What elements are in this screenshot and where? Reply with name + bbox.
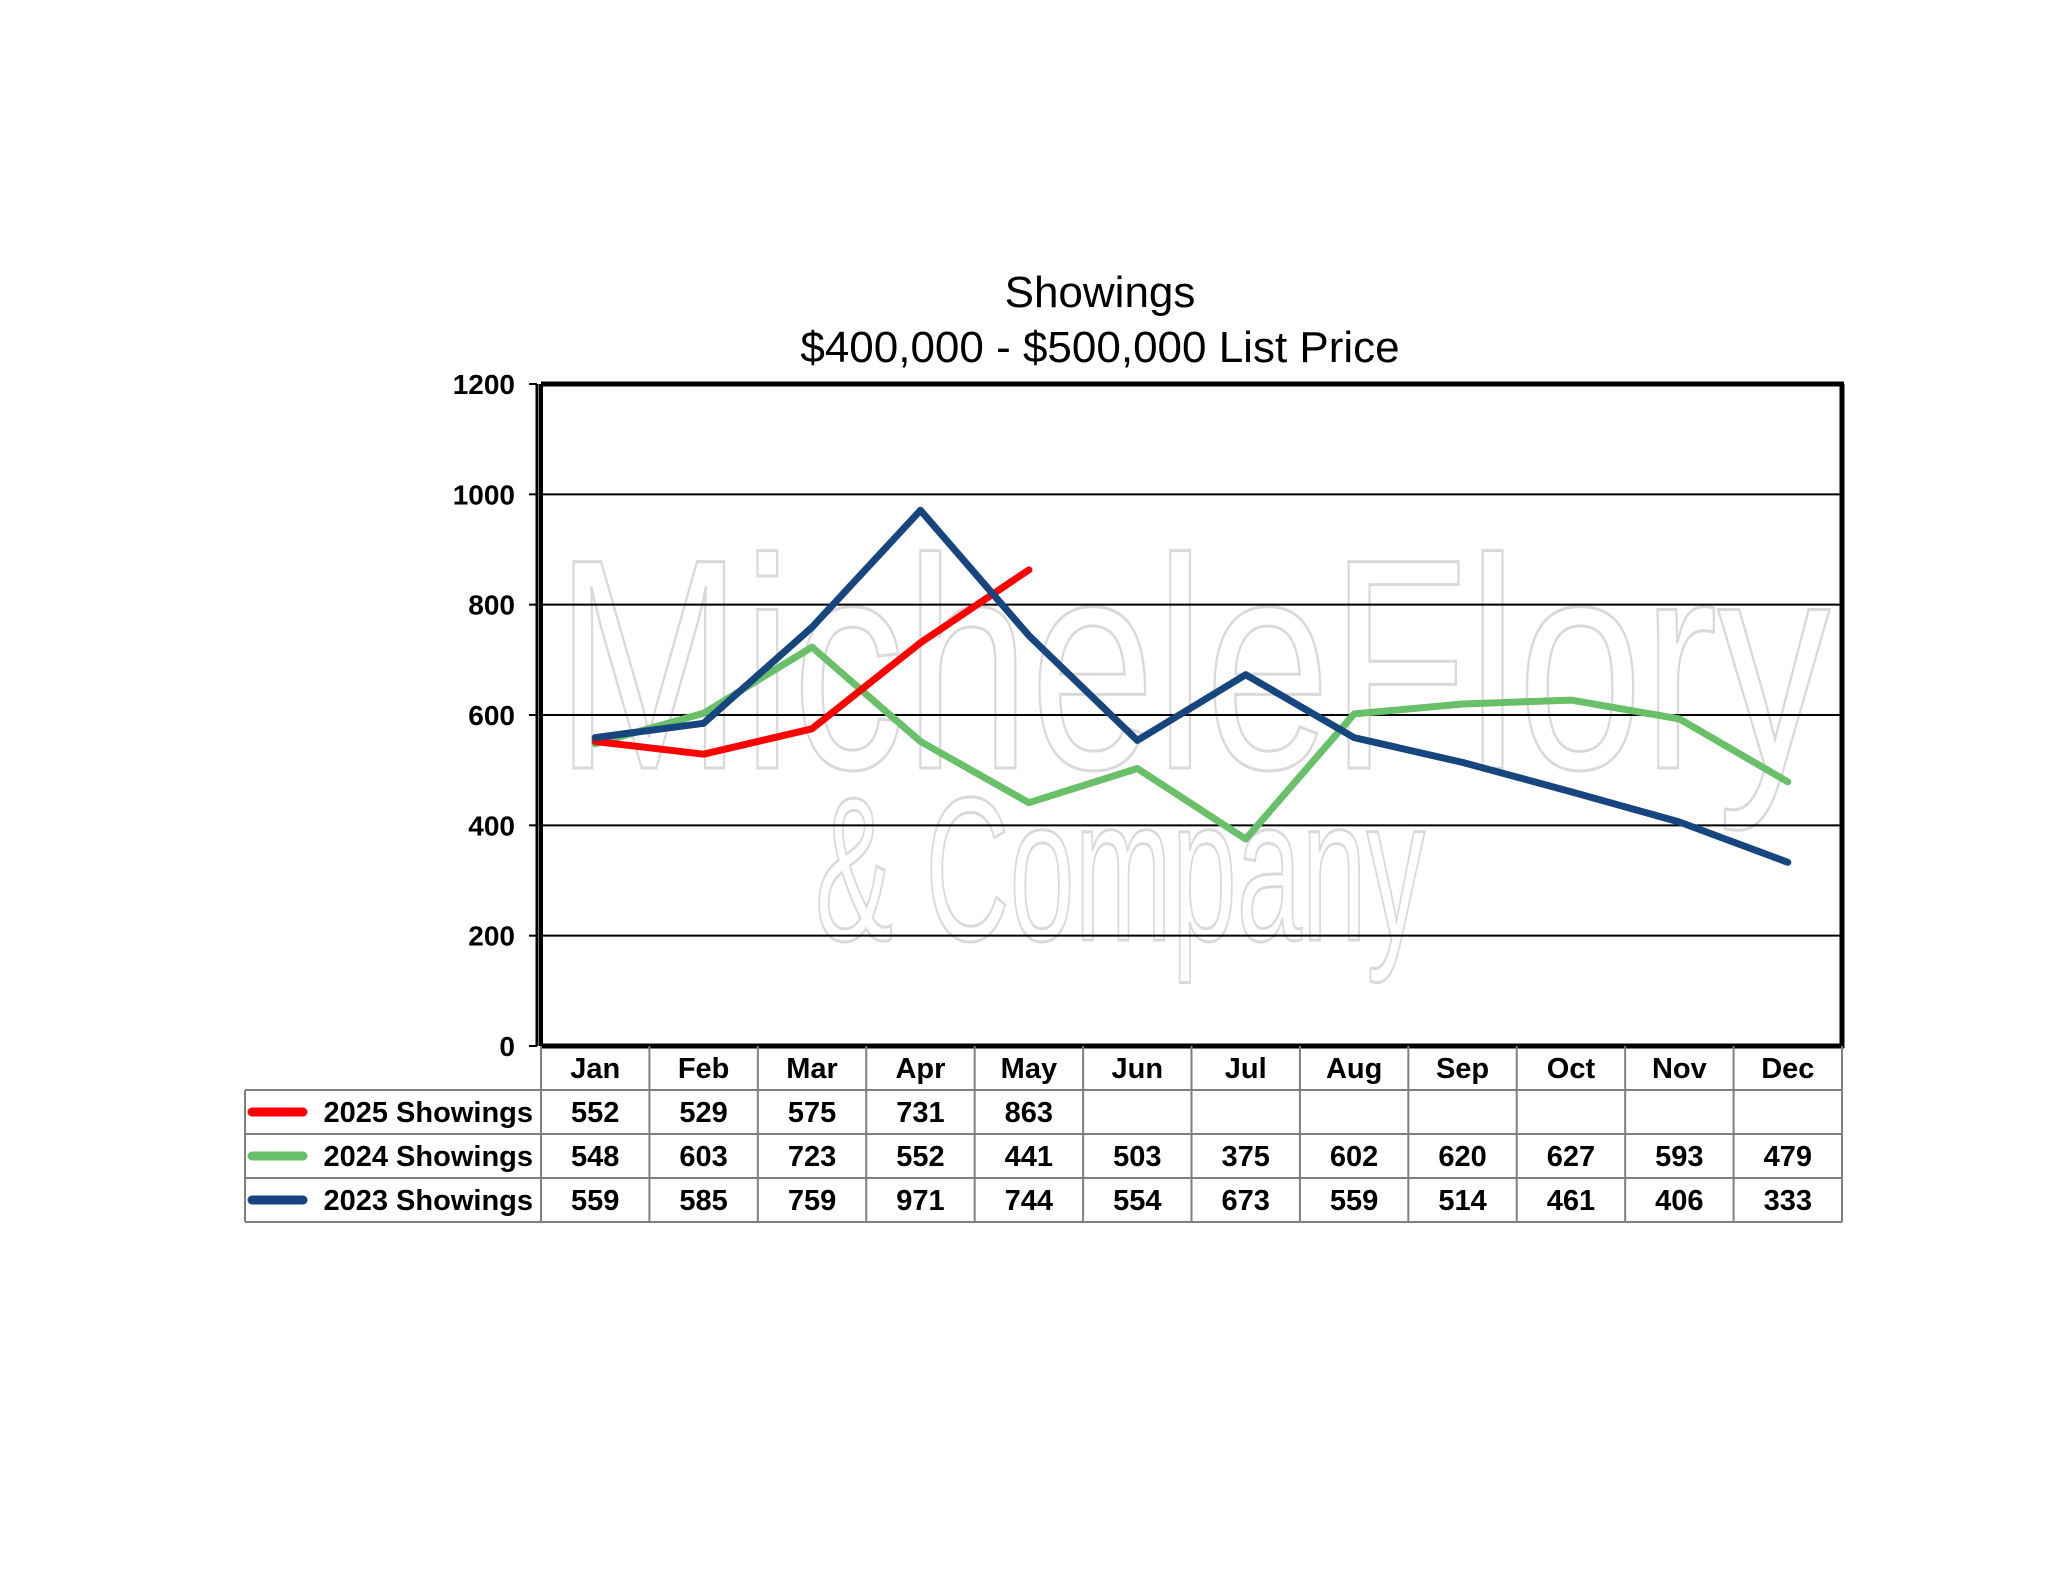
data-label: 575 — [788, 1097, 836, 1129]
data-label: 593 — [1655, 1141, 1703, 1173]
gridlines — [541, 493, 1842, 937]
x-tick-label: Mar — [786, 1053, 838, 1085]
watermark-logo: MicheleFlory& Company — [554, 495, 1832, 986]
y-tick-label: 1000 — [453, 479, 515, 510]
data-table: Jan Feb Mar Apr May Jun Jul Aug Sep Oct Nov Dec 2025… — [244, 1046, 1843, 1223]
x-tick-label: Jul — [1225, 1053, 1267, 1085]
data-label: 673 — [1222, 1185, 1270, 1217]
data-label: 620 — [1438, 1141, 1486, 1173]
data-label: 552 — [896, 1141, 944, 1173]
x-tick-label: Feb — [678, 1053, 730, 1085]
series-line-2023 — [591, 506, 1792, 866]
x-tick-label: Aug — [1326, 1053, 1382, 1085]
data-label: 759 — [788, 1185, 836, 1217]
data-label: 971 — [896, 1185, 944, 1217]
data-label: 559 — [571, 1185, 619, 1217]
data-label: 479 — [1764, 1141, 1812, 1173]
data-label: 554 — [1113, 1185, 1161, 1217]
data-label: 723 — [788, 1141, 836, 1173]
data-label: 603 — [679, 1141, 727, 1173]
x-tick-label: Jan — [570, 1053, 620, 1085]
x-tick-label: Jun — [1112, 1053, 1164, 1085]
data-label: 503 — [1113, 1141, 1161, 1173]
data-label: 863 — [1005, 1097, 1053, 1129]
x-tick-label: Sep — [1436, 1053, 1489, 1085]
y-tick-label: 0 — [499, 1031, 515, 1062]
data-label: 602 — [1330, 1141, 1378, 1173]
series-line-2024 — [591, 643, 1792, 843]
data-label: 627 — [1547, 1141, 1595, 1173]
series-line-2025 — [591, 566, 1033, 758]
data-label: 514 — [1438, 1185, 1486, 1217]
x-tick-label: Oct — [1547, 1053, 1596, 1085]
x-tick-label: Apr — [895, 1053, 945, 1085]
data-label: 333 — [1764, 1185, 1812, 1217]
y-tick-label: 600 — [468, 700, 515, 731]
data-label: 552 — [571, 1097, 619, 1129]
watermark-line-2: & Company — [815, 755, 1425, 984]
data-label: 529 — [679, 1097, 727, 1129]
data-label: 375 — [1222, 1141, 1270, 1173]
y-tick-label: 400 — [468, 810, 515, 841]
x-tick-label: Nov — [1652, 1053, 1707, 1085]
data-label: 441 — [1005, 1141, 1053, 1173]
data-label: 406 — [1655, 1185, 1703, 1217]
data-label: 744 — [1005, 1185, 1053, 1217]
chart-subtitle: $400,000 - $500,000 List Price — [800, 323, 1399, 372]
legend-label: 2025 Showings — [323, 1097, 533, 1129]
data-label: 559 — [1330, 1185, 1378, 1217]
chart-title: Showings — [1005, 268, 1196, 317]
series-lines — [591, 506, 1792, 866]
y-tick-label: 800 — [468, 590, 515, 621]
y-tick-label: 1200 — [453, 369, 515, 400]
x-tick-label: Dec — [1761, 1053, 1814, 1085]
x-tick-label: May — [1001, 1053, 1057, 1085]
legend-label: 2024 Showings — [323, 1141, 533, 1173]
data-label: 585 — [679, 1185, 727, 1217]
y-axis: 0 200 400 600 800 1000 1200 — [453, 369, 539, 1062]
data-label: 461 — [1547, 1185, 1595, 1217]
legend-label: 2023 Showings — [323, 1185, 533, 1217]
data-label: 731 — [896, 1097, 944, 1129]
y-tick-label: 200 — [468, 921, 515, 952]
data-label: 548 — [571, 1141, 619, 1173]
